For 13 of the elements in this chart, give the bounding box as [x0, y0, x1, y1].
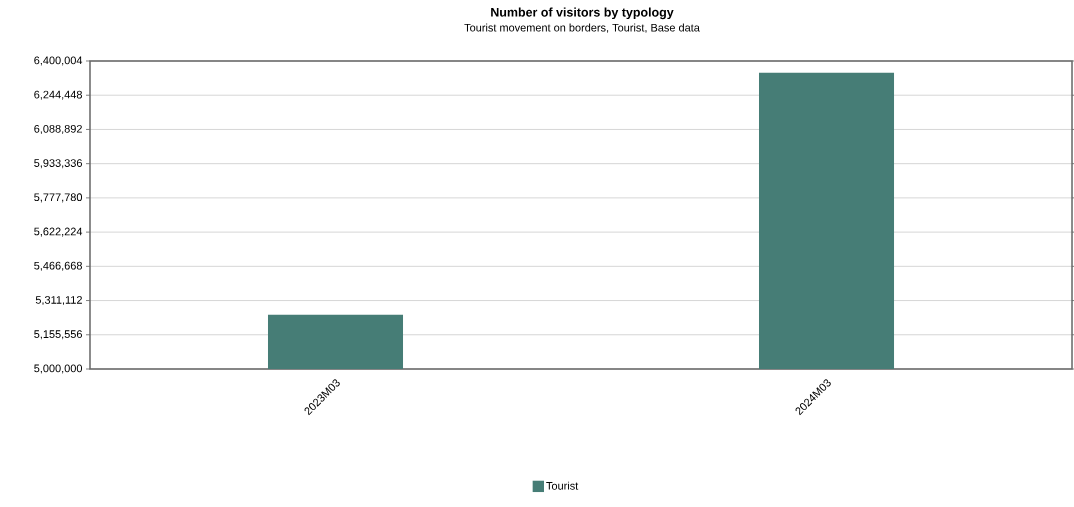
y-tick-label: 5,155,556: [34, 330, 82, 340]
y-tick-label: 5,311,112: [35, 296, 82, 306]
chart-title: Number of visitors by typology: [491, 7, 674, 20]
y-tick-label: 5,622,224: [34, 227, 83, 237]
y-tick-label: 5,933,336: [34, 159, 82, 169]
chart-subtitle: Tourist movement on borders, Tourist, Base data: [464, 23, 700, 33]
y-tick-label: 5,777,780: [34, 193, 83, 203]
y-tick-label: 6,088,892: [34, 124, 82, 134]
y-tick-label: 5,466,668: [34, 261, 82, 271]
y-tick-label: 6,244,448: [34, 90, 82, 100]
legend-label: Tourist: [546, 481, 579, 490]
y-tick-label: 5,000,000: [34, 364, 83, 374]
y-tick-label: 6,400,004: [34, 56, 83, 66]
